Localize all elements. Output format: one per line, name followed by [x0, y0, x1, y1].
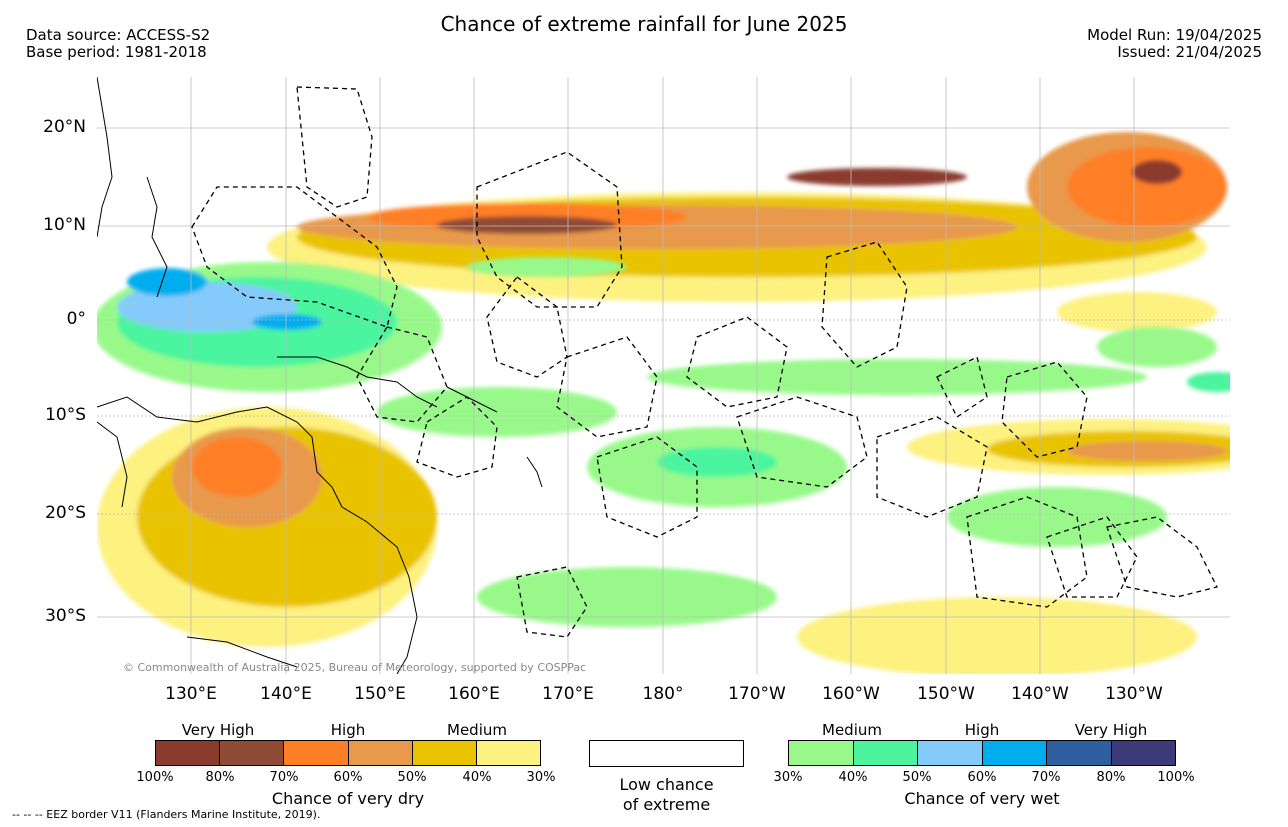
dry-region-australia [97, 407, 437, 647]
low-chance-caption-1: Low chance [619, 775, 714, 794]
dry-tick-80: 80% [205, 770, 235, 785]
lon-label-160w: 160°W [822, 684, 880, 704]
wet-tick-100: 100% [1157, 770, 1195, 785]
model-run-line: Model Run: 19/04/2025 [1087, 26, 1262, 44]
wet-category-very-high: Very High [1074, 721, 1148, 739]
lat-label-20n: 20°N [43, 117, 86, 137]
wet-tick-40: 40% [838, 770, 868, 785]
lon-label-140e: 140°E [260, 684, 312, 704]
lon-label-180: 180° [642, 684, 684, 704]
wet-category-medium: Medium [822, 721, 882, 739]
wet-tick-50: 50% [902, 770, 932, 785]
lat-label-10n: 10°N [43, 215, 86, 235]
wet-swatch-3 [918, 741, 983, 765]
dry-tick-70: 70% [269, 770, 299, 785]
data-source-info: Data source: ACCESS-S2 Base period: 1981… [26, 27, 210, 61]
dry-swatch-2 [220, 741, 285, 765]
dry-swatch-3 [284, 741, 349, 765]
dry-tick-30: 30% [526, 770, 556, 785]
dry-colorbar [155, 740, 541, 766]
low-chance-swatch [589, 740, 744, 767]
model-run-info: Model Run: 19/04/2025 Issued: 21/04/2025 [1087, 27, 1262, 61]
issued-line: Issued: 21/04/2025 [1117, 43, 1262, 61]
dry-band-southeast [797, 292, 1230, 674]
wet-colorbar [788, 740, 1176, 766]
eez-footnote: -- -- -- EEZ border V11 (Flanders Marine… [12, 808, 321, 821]
wet-swatch-5 [1047, 741, 1112, 765]
dry-caption: Chance of very dry [271, 789, 425, 808]
dry-swatch-5 [412, 741, 477, 765]
base-period-line: Base period: 1981-2018 [26, 43, 207, 61]
dry-tick-40: 40% [462, 770, 492, 785]
wet-region-west [97, 262, 617, 437]
lat-label-0: 0° [66, 309, 86, 329]
map-copyright: © Commonwealth of Australia 2025, Bureau… [123, 661, 586, 674]
dry-tick-60: 60% [333, 770, 363, 785]
lon-label-140w: 140°W [1011, 684, 1069, 704]
lon-label-160e: 160°E [448, 684, 500, 704]
coastlines [97, 77, 543, 674]
wet-swatch-1 [789, 741, 854, 765]
wet-tick-60: 60% [967, 770, 997, 785]
wet-tick-80: 80% [1096, 770, 1126, 785]
lat-label-10s: 10°S [45, 405, 86, 425]
lon-label-130e: 130°E [165, 684, 217, 704]
lon-label-170e: 170°E [542, 684, 594, 704]
dry-swatch-4 [348, 741, 413, 765]
eez-borders [191, 86, 1218, 638]
wet-swatch-6 [1111, 741, 1175, 765]
dry-category-very-high: Very High [181, 721, 255, 739]
dry-swatch-1 [156, 741, 221, 765]
wet-caption: Chance of very wet [904, 789, 1060, 808]
wet-region-central [467, 257, 1230, 627]
dry-tick-50: 50% [397, 770, 427, 785]
page-title: Chance of extreme rainfall for June 2025 [440, 12, 848, 36]
dry-band-north [267, 132, 1227, 302]
lon-label-130w: 130°W [1105, 684, 1163, 704]
dry-tick-100: 100% [136, 770, 174, 785]
wet-category-high: High [964, 721, 1000, 739]
data-source-line: Data source: ACCESS-S2 [26, 26, 211, 44]
lon-label-150e: 150°E [354, 684, 406, 704]
wet-swatch-2 [853, 741, 918, 765]
lon-label-170w: 170°W [728, 684, 786, 704]
wet-swatch-4 [982, 741, 1047, 765]
dry-category-medium: Medium [447, 721, 507, 739]
wet-tick-30: 30% [773, 770, 803, 785]
dry-swatch-6 [476, 741, 541, 765]
dry-category-high: High [330, 721, 366, 739]
lat-label-30s: 30°S [45, 606, 86, 626]
low-chance-caption-2: of extreme [622, 795, 711, 814]
lon-label-150w: 150°W [917, 684, 975, 704]
lat-label-20s: 20°S [45, 503, 86, 523]
rainfall-map: © Commonwealth of Australia 2025, Bureau… [97, 77, 1230, 674]
wet-tick-70: 70% [1031, 770, 1061, 785]
